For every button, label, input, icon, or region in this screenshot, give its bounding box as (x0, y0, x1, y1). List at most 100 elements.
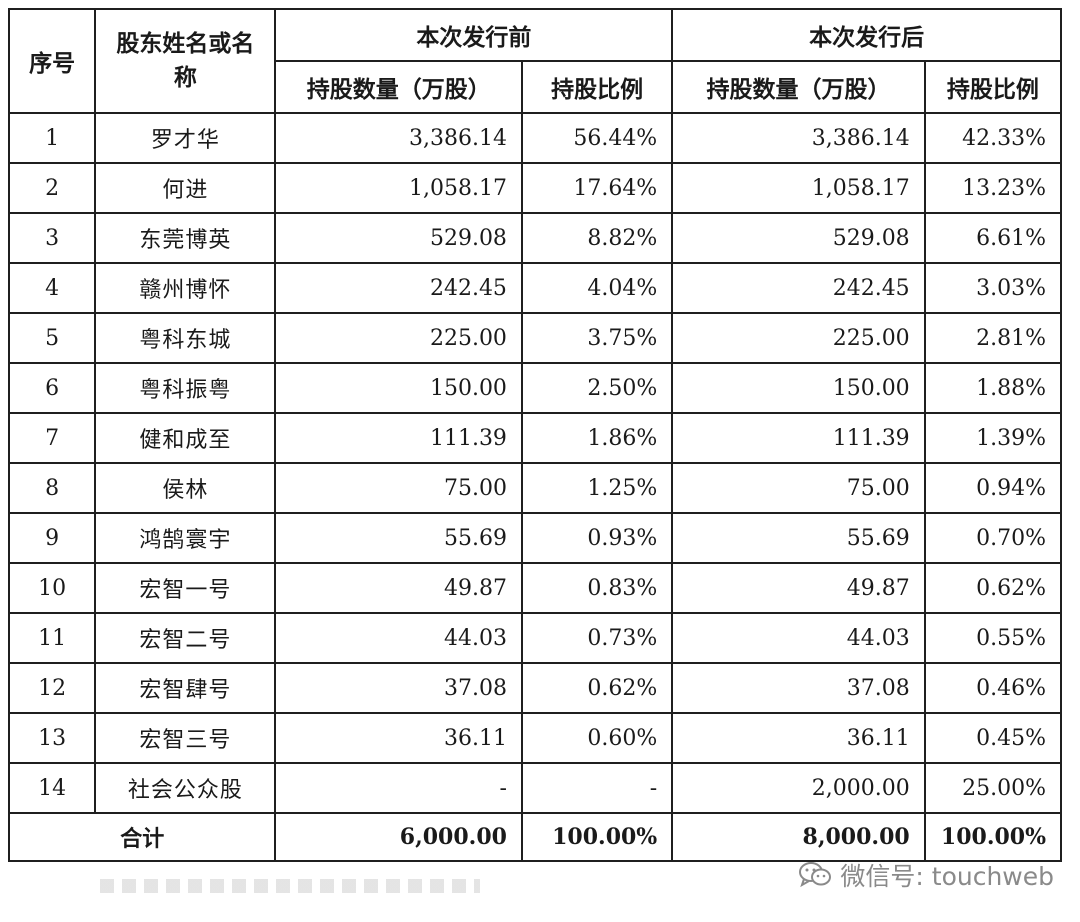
cell-before-ratio: 56.44% (520, 112, 674, 164)
cell-no: 14 (7, 762, 97, 814)
cell-after-shares: 36.11 (671, 712, 926, 764)
cell-after-ratio: 1.39% (923, 412, 1063, 464)
cell-name: 鸿鹄寰宇 (94, 512, 277, 564)
total-before-ratio: 100.00% (520, 812, 674, 862)
header-row-columns: 持股数量（万股） 持股比例 持股数量（万股） 持股比例 (9, 60, 1063, 114)
header-before-shares: 持股数量（万股） (274, 60, 523, 114)
cell-after-ratio: 2.81% (923, 312, 1063, 364)
table-row: 6 粤科振粤 150.00 2.50% 150.00 1.88% (7, 362, 1063, 414)
header-no: 序号 (7, 8, 97, 114)
cell-after-shares: 49.87 (671, 562, 926, 614)
table-row: 8 侯林 75.00 1.25% 75.00 0.94% (7, 462, 1063, 514)
cell-before-ratio: 1.25% (520, 462, 674, 514)
cell-after-ratio: 0.46% (923, 662, 1063, 714)
header-before-issue: 本次发行前 (274, 8, 674, 62)
table-row: 4 赣州博怀 242.45 4.04% 242.45 3.03% (7, 262, 1063, 314)
cell-before-shares: 3,386.14 (274, 112, 523, 164)
table-row: 9 鸿鹄寰宇 55.69 0.93% 55.69 0.70% (7, 512, 1063, 564)
cell-name: 东莞博英 (94, 212, 277, 264)
cell-name: 赣州博怀 (94, 262, 277, 314)
cell-before-ratio: 1.86% (520, 412, 674, 464)
cell-no: 11 (7, 612, 97, 664)
cell-before-shares: 529.08 (274, 212, 523, 264)
cell-after-ratio: 6.61% (923, 212, 1063, 264)
cell-before-shares: 44.03 (274, 612, 523, 664)
table-row: 2 何进 1,058.17 17.64% 1,058.17 13.23% (7, 162, 1063, 214)
cell-before-shares: 225.00 (274, 312, 523, 364)
total-after-ratio: 100.00% (923, 812, 1063, 862)
cell-name: 宏智肆号 (94, 662, 277, 714)
cell-before-shares: 242.45 (274, 262, 523, 314)
cell-after-ratio: 42.33% (923, 112, 1063, 164)
cell-after-shares: 1,058.17 (671, 162, 926, 214)
cell-before-ratio: 0.62% (520, 662, 674, 714)
table-row: 3 东莞博英 529.08 8.82% 529.08 6.61% (7, 212, 1063, 264)
cell-name: 社会公众股 (94, 762, 277, 814)
cell-no: 7 (7, 412, 97, 464)
cell-name: 健和成至 (94, 412, 277, 464)
cell-before-ratio: 17.64% (520, 162, 674, 214)
cell-after-ratio: 0.45% (923, 712, 1063, 764)
cell-after-shares: 150.00 (671, 362, 926, 414)
cell-no: 9 (7, 512, 97, 564)
shareholding-table: 序号 股东姓名或名称 本次发行前 本次发行后 持股数量（万股） 持股比例 持股数… (7, 8, 1063, 862)
watermark: 微信号: touchweb (798, 857, 1054, 893)
cell-after-shares: 111.39 (671, 412, 926, 464)
cell-after-ratio: 25.00% (923, 762, 1063, 814)
cell-no: 6 (7, 362, 97, 414)
cell-after-ratio: 0.94% (923, 462, 1063, 514)
cell-after-shares: 2,000.00 (671, 762, 926, 814)
cell-no: 8 (7, 462, 97, 514)
cell-before-shares: 49.87 (274, 562, 523, 614)
cell-after-ratio: 0.55% (923, 612, 1063, 664)
cell-after-shares: 242.45 (671, 262, 926, 314)
cell-after-ratio: 1.88% (923, 362, 1063, 414)
cell-no: 12 (7, 662, 97, 714)
cell-before-shares: 75.00 (274, 462, 523, 514)
cell-no: 2 (7, 162, 97, 214)
cell-after-shares: 37.08 (671, 662, 926, 714)
total-label: 合计 (7, 812, 277, 862)
total-after-shares: 8,000.00 (671, 812, 926, 862)
cell-before-shares: 37.08 (274, 662, 523, 714)
cell-after-ratio: 3.03% (923, 262, 1063, 314)
cell-name: 罗才华 (94, 112, 277, 164)
table-row: 5 粤科东城 225.00 3.75% 225.00 2.81% (7, 312, 1063, 364)
table-row: 14 社会公众股 - -2,000.00 25.00% (7, 762, 1063, 814)
cell-before-shares: 55.69 (274, 512, 523, 564)
table-row: 10 宏智一号 49.87 0.83% 49.87 0.62% (7, 562, 1063, 614)
cell-before-ratio: 3.75% (520, 312, 674, 364)
table-row: 11 宏智二号 44.03 0.73% 44.03 0.55% (7, 612, 1063, 664)
cell-no: 1 (7, 112, 97, 164)
cell-after-shares: 3,386.14 (671, 112, 926, 164)
cell-name: 宏智一号 (94, 562, 277, 614)
total-row: 合计 6,000.00 100.00% 8,000.00 100.00% (7, 812, 1063, 862)
cell-name: 宏智三号 (94, 712, 277, 764)
cell-before-ratio: 0.83% (520, 562, 674, 614)
cell-after-shares: 44.03 (671, 612, 926, 664)
cell-no: 4 (7, 262, 97, 314)
cell-after-shares: 529.08 (671, 212, 926, 264)
header-name-text: 股东姓名或名称 (116, 31, 255, 91)
cell-no: 10 (7, 562, 97, 614)
watermark-text: 微信号: touchweb (840, 862, 1054, 891)
header-after-shares: 持股数量（万股） (671, 60, 926, 114)
cell-after-ratio: 0.70% (923, 512, 1063, 564)
table-row: 13 宏智三号 36.11 0.60% 36.11 0.45% (7, 712, 1063, 764)
cell-before-ratio: 2.50% (520, 362, 674, 414)
cell-name: 粤科振粤 (94, 362, 277, 414)
cell-name: 宏智二号 (94, 612, 277, 664)
table-row: 12 宏智肆号 37.08 0.62% 37.08 0.46% (7, 662, 1063, 714)
cell-before-ratio: 4.04% (520, 262, 674, 314)
cell-after-ratio: 13.23% (923, 162, 1063, 214)
header-name: 股东姓名或名称 (94, 8, 277, 114)
cell-name: 粤科东城 (94, 312, 277, 364)
cell-before-ratio: 8.82% (520, 212, 674, 264)
header-after-ratio: 持股比例 (923, 60, 1063, 114)
cell-before-shares: 150.00 (274, 362, 523, 414)
cell-no: 13 (7, 712, 97, 764)
table-body: 1 罗才华 3,386.14 56.44% 3,386.14 42.33% 2 何进 1,058… (7, 112, 1063, 814)
cell-before-shares: 111.39 (274, 412, 523, 464)
table-row: 7 健和成至 111.39 1.86% 111.39 1.39% (7, 412, 1063, 464)
cell-no: 3 (7, 212, 97, 264)
